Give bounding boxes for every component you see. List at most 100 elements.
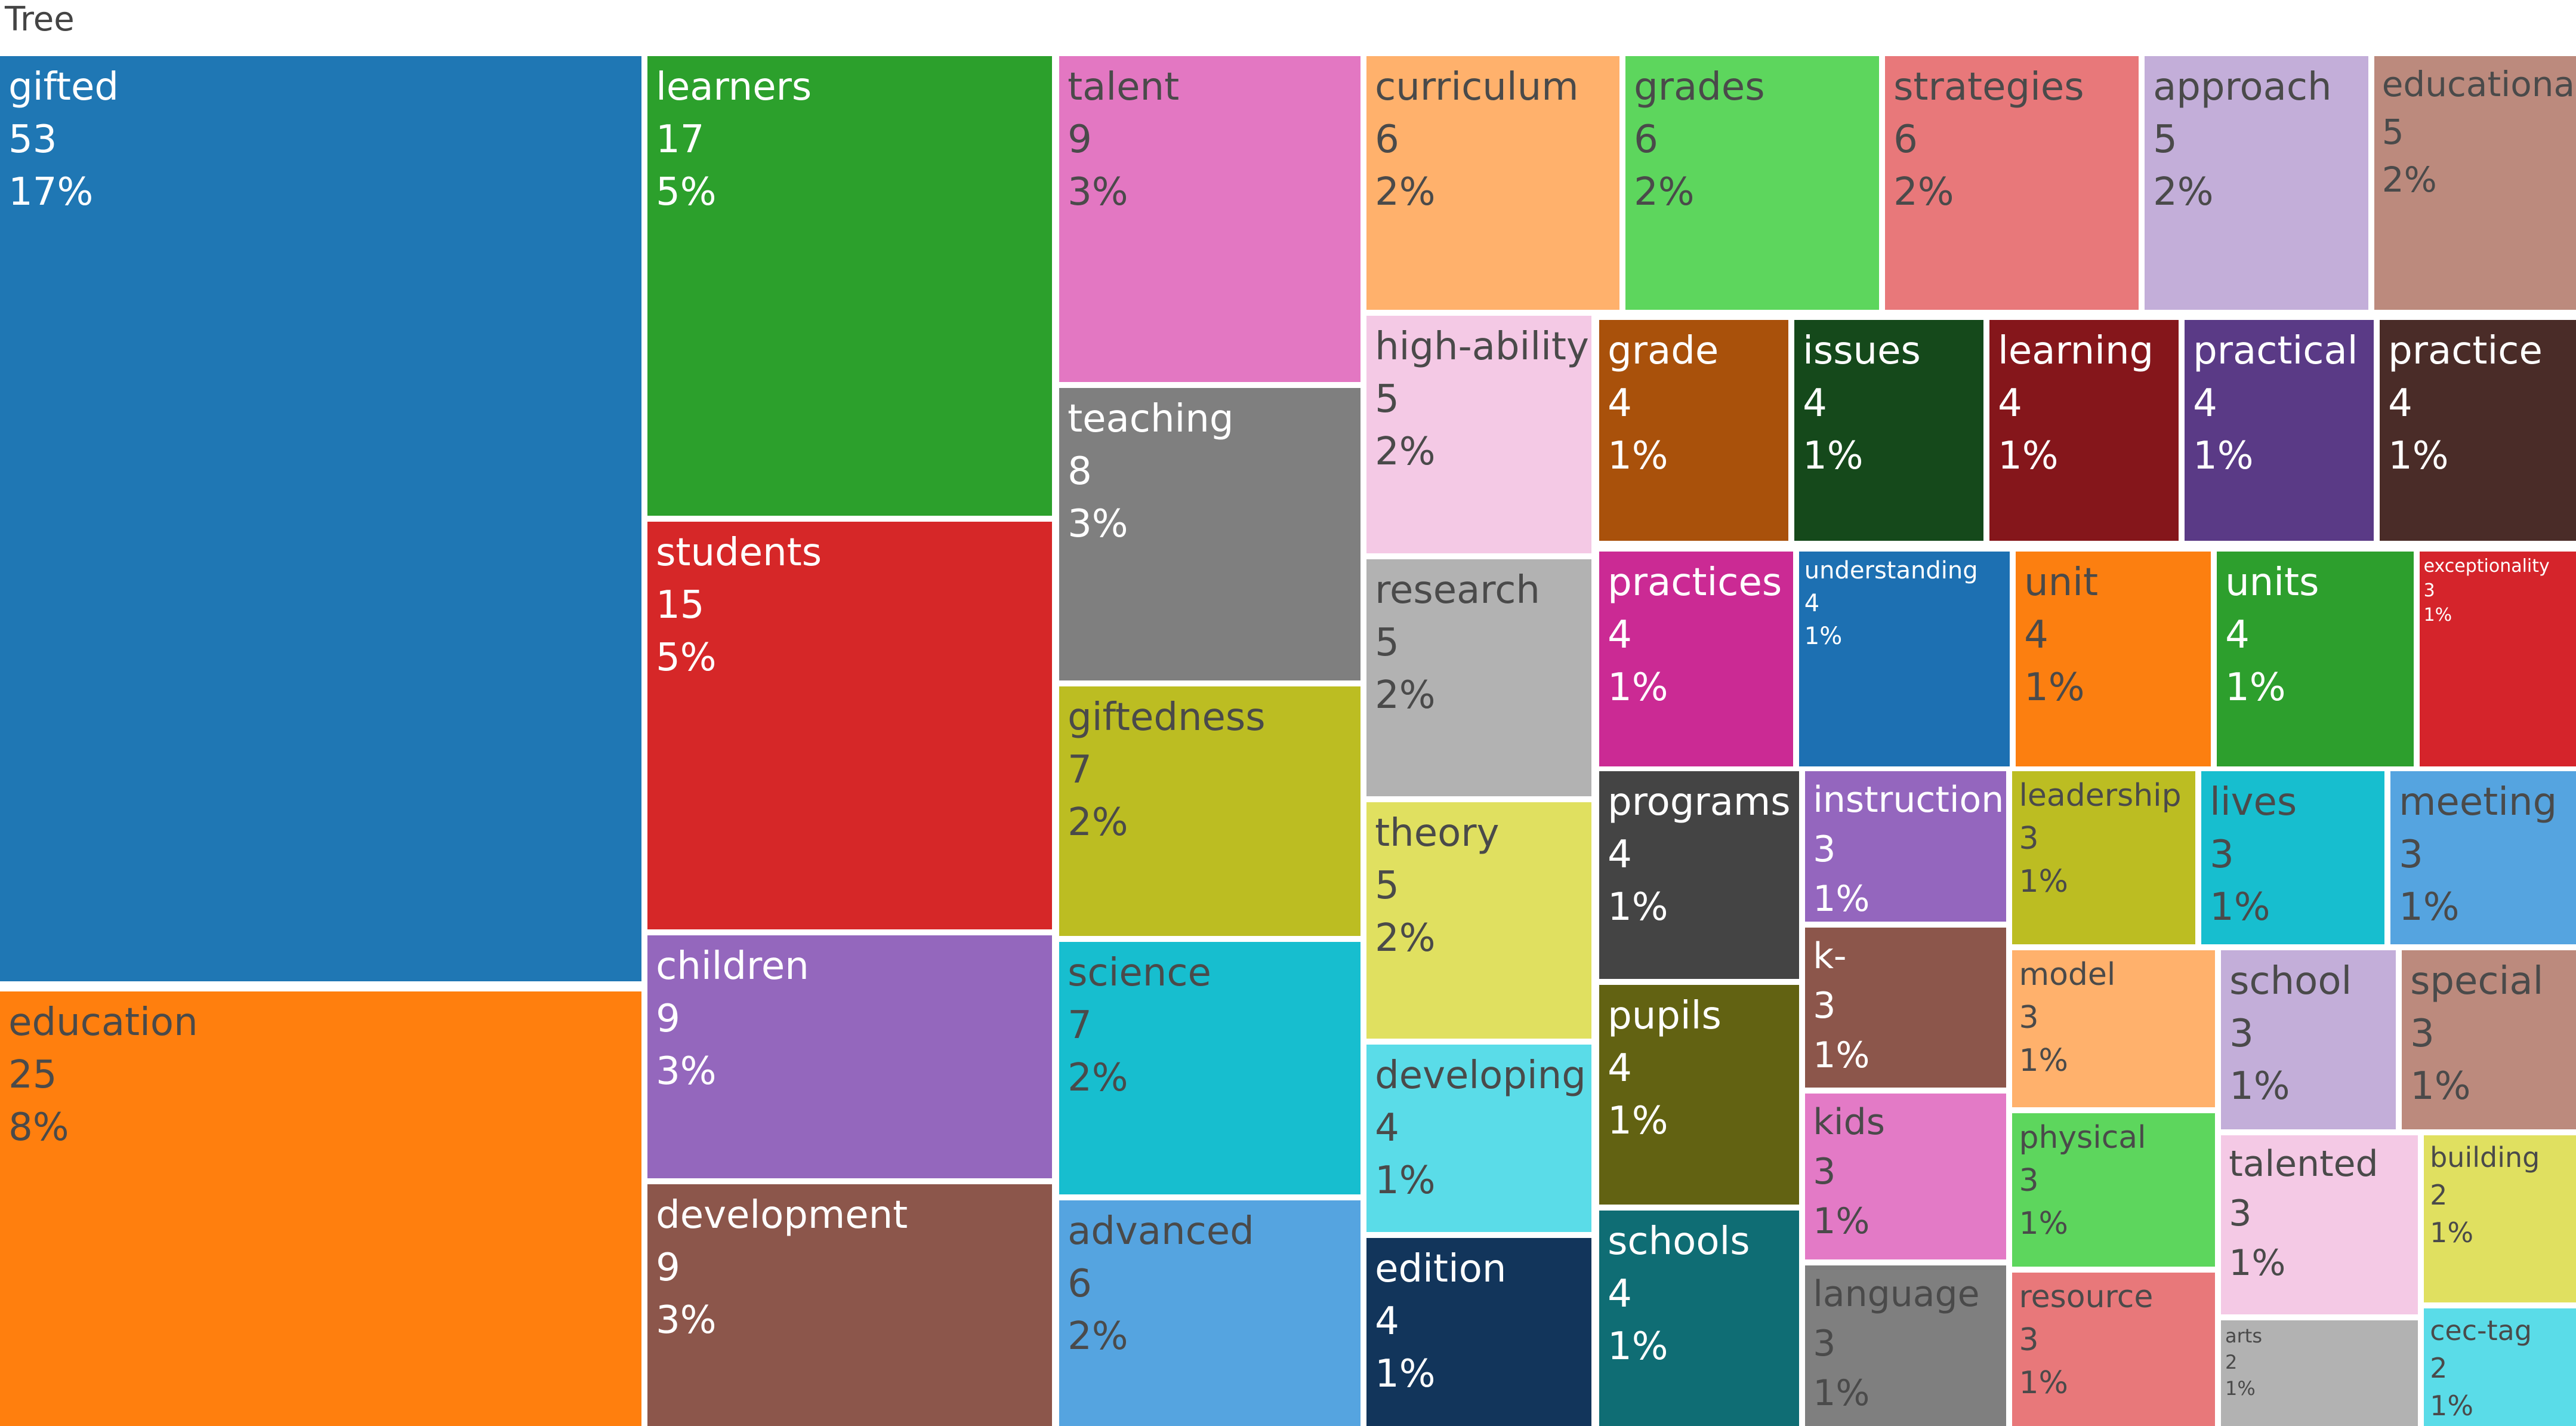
- tile-label-group: high-ability 5 2%: [1375, 321, 1589, 479]
- treemap-tile-gifted[interactable]: gifted 53 17%: [0, 56, 641, 981]
- tile-percent: 1%: [1608, 1325, 1668, 1369]
- treemap-tile-k[interactable]: k- 3 1%: [1805, 928, 2006, 1088]
- treemap-tile-practices[interactable]: practices 4 1%: [1599, 552, 1793, 766]
- tile-label-group: giftedness 7 2%: [1068, 691, 1266, 849]
- treemap-tile-developing[interactable]: developing 4 1%: [1366, 1045, 1591, 1232]
- tile-percent: 3%: [656, 1298, 717, 1343]
- tile-value: 6: [1068, 1261, 1092, 1306]
- tile-label-group: advanced 6 2%: [1068, 1205, 1254, 1363]
- treemap-tile-talent[interactable]: talent 9 3%: [1059, 56, 1361, 382]
- treemap-tile-high-ability[interactable]: high-ability 5 2%: [1366, 316, 1591, 553]
- treemap-tile-students[interactable]: students 15 5%: [647, 522, 1052, 929]
- tile-value: 3: [2410, 1011, 2435, 1056]
- treemap-tile-meeting[interactable]: meeting 3 1%: [2390, 771, 2576, 944]
- tile-label-group: talented 3 1%: [2229, 1139, 2378, 1288]
- tile-label-group: grade 4 1%: [1608, 325, 1719, 483]
- tile-label-group: kids 3 1%: [1813, 1098, 1885, 1246]
- treemap-tile-educational[interactable]: educational 5 2%: [2374, 56, 2576, 310]
- treemap-tile-education[interactable]: education 25 8%: [0, 991, 641, 1426]
- tile-label-group: instruction 3 1%: [1813, 775, 2004, 922]
- tile-value: 2: [2430, 1178, 2448, 1211]
- treemap-tile-teaching[interactable]: teaching 8 3%: [1059, 388, 1361, 680]
- treemap-tile-building[interactable]: building 2 1%: [2424, 1135, 2576, 1302]
- tile-percent: 2%: [1375, 916, 1436, 961]
- tile-label-group: k- 3 1%: [1813, 932, 1869, 1080]
- tile-value: 8: [1068, 449, 1092, 494]
- tile-value: 9: [1068, 117, 1092, 162]
- treemap-tile-practical[interactable]: practical 4 1%: [2185, 320, 2374, 541]
- treemap-tile-understanding[interactable]: understanding 4 1%: [1799, 552, 2010, 766]
- treemap-tile-research[interactable]: research 5 2%: [1366, 559, 1591, 796]
- treemap-tile-edition[interactable]: edition 4 1%: [1366, 1238, 1591, 1426]
- treemap-tile-school[interactable]: school 3 1%: [2221, 950, 2396, 1129]
- tile-percent: 1%: [2019, 1042, 2068, 1079]
- treemap-tile-arts[interactable]: arts 2 1%: [2221, 1320, 2418, 1426]
- treemap-tile-learning[interactable]: learning 4 1%: [1989, 320, 2179, 541]
- tile-value: 53: [8, 117, 57, 162]
- treemap-tile-kids[interactable]: kids 3 1%: [1805, 1094, 2006, 1259]
- tile-percent: 1%: [1804, 623, 1843, 651]
- tile-label: language: [1813, 1273, 1980, 1316]
- treemap-tile-giftedness[interactable]: giftedness 7 2%: [1059, 686, 1361, 936]
- tile-label: units: [2225, 560, 2319, 605]
- treemap-tile-lives[interactable]: lives 3 1%: [2201, 771, 2384, 944]
- tile-label-group: grades 6 2%: [1634, 61, 1765, 219]
- tile-label: children: [656, 944, 809, 988]
- treemap-tile-theory[interactable]: theory 5 2%: [1366, 802, 1591, 1039]
- treemap-tile-language[interactable]: language 3 1%: [1805, 1265, 2006, 1426]
- tile-percent: 1%: [1375, 1159, 1436, 1203]
- treemap-tile-strategies[interactable]: strategies 6 2%: [1885, 56, 2139, 310]
- tile-label-group: building 2 1%: [2430, 1139, 2540, 1252]
- tile-label: talented: [2229, 1143, 2378, 1185]
- tile-value: 3: [2019, 820, 2039, 857]
- treemap-tile-children[interactable]: children 9 3%: [647, 935, 1052, 1178]
- tile-label: k-: [1813, 935, 1847, 978]
- tile-value: 4: [2024, 612, 2049, 657]
- treemap-tile-schools[interactable]: schools 4 1%: [1599, 1211, 1799, 1426]
- treemap-tile-advanced[interactable]: advanced 6 2%: [1059, 1200, 1361, 1426]
- tile-percent: 1%: [2430, 1390, 2474, 1422]
- treemap-tile-practice[interactable]: practice 4 1%: [2380, 320, 2576, 541]
- treemap-tile-grades[interactable]: grades 6 2%: [1625, 56, 1879, 310]
- treemap-tile-exceptionality[interactable]: exceptionality 3 1%: [2420, 552, 2576, 766]
- treemap-tile-special[interactable]: special 3 1%: [2402, 950, 2576, 1129]
- tile-label: meeting: [2399, 780, 2558, 824]
- treemap-tile-approach[interactable]: approach 5 2%: [2145, 56, 2368, 310]
- treemap-tile-model[interactable]: model 3 1%: [2012, 950, 2215, 1107]
- tile-label-group: lives 3 1%: [2210, 776, 2297, 934]
- tile-value: 4: [1375, 1299, 1399, 1344]
- tile-label-group: talent 9 3%: [1068, 61, 1179, 219]
- tile-label-group: strategies 6 2%: [1893, 61, 2084, 219]
- tile-value: 4: [2225, 612, 2250, 657]
- treemap-tile-issues[interactable]: issues 4 1%: [1794, 320, 1983, 541]
- treemap-tile-learners[interactable]: learners 17 5%: [647, 56, 1052, 516]
- tile-percent: 1%: [2019, 1205, 2068, 1242]
- treemap-tile-cec-tag[interactable]: cec-tag 2 1%: [2424, 1308, 2576, 1426]
- tile-label: curriculum: [1375, 64, 1579, 109]
- tile-label: learners: [656, 64, 812, 109]
- tile-label-group: special 3 1%: [2410, 955, 2543, 1113]
- chart-title: Tree: [5, 0, 75, 39]
- treemap-tile-grade[interactable]: grade 4 1%: [1599, 320, 1788, 541]
- treemap-tile-units[interactable]: units 4 1%: [2217, 552, 2414, 766]
- tile-label: instruction: [1813, 779, 2004, 821]
- treemap-tile-leadership[interactable]: leadership 3 1%: [2012, 771, 2195, 944]
- tile-label: schools: [1608, 1219, 1750, 1264]
- tile-percent: 2%: [1375, 430, 1436, 475]
- treemap-tile-pupils[interactable]: pupils 4 1%: [1599, 985, 1799, 1205]
- tile-label-group: developing 4 1%: [1375, 1049, 1586, 1208]
- tile-label: resource: [2019, 1279, 2154, 1316]
- tile-percent: 1%: [2225, 666, 2286, 710]
- treemap-tile-programs[interactable]: programs 4 1%: [1599, 771, 1799, 979]
- treemap-tile-instruction[interactable]: instruction 3 1%: [1805, 771, 2006, 922]
- tile-value: 4: [1608, 1046, 1632, 1091]
- treemap-tile-development[interactable]: development 9 3%: [647, 1184, 1052, 1426]
- treemap-tile-curriculum[interactable]: curriculum 6 2%: [1366, 56, 1619, 310]
- treemap-tile-unit[interactable]: unit 4 1%: [2016, 552, 2211, 766]
- treemap-tile-talented[interactable]: talented 3 1%: [2221, 1135, 2418, 1314]
- treemap-tile-physical[interactable]: physical 3 1%: [2012, 1113, 2215, 1267]
- tile-value: 5: [2153, 117, 2177, 162]
- treemap-tile-resource[interactable]: resource 3 1%: [2012, 1273, 2215, 1426]
- tile-label: high-ability: [1375, 324, 1589, 369]
- treemap-tile-science[interactable]: science 7 2%: [1059, 942, 1361, 1194]
